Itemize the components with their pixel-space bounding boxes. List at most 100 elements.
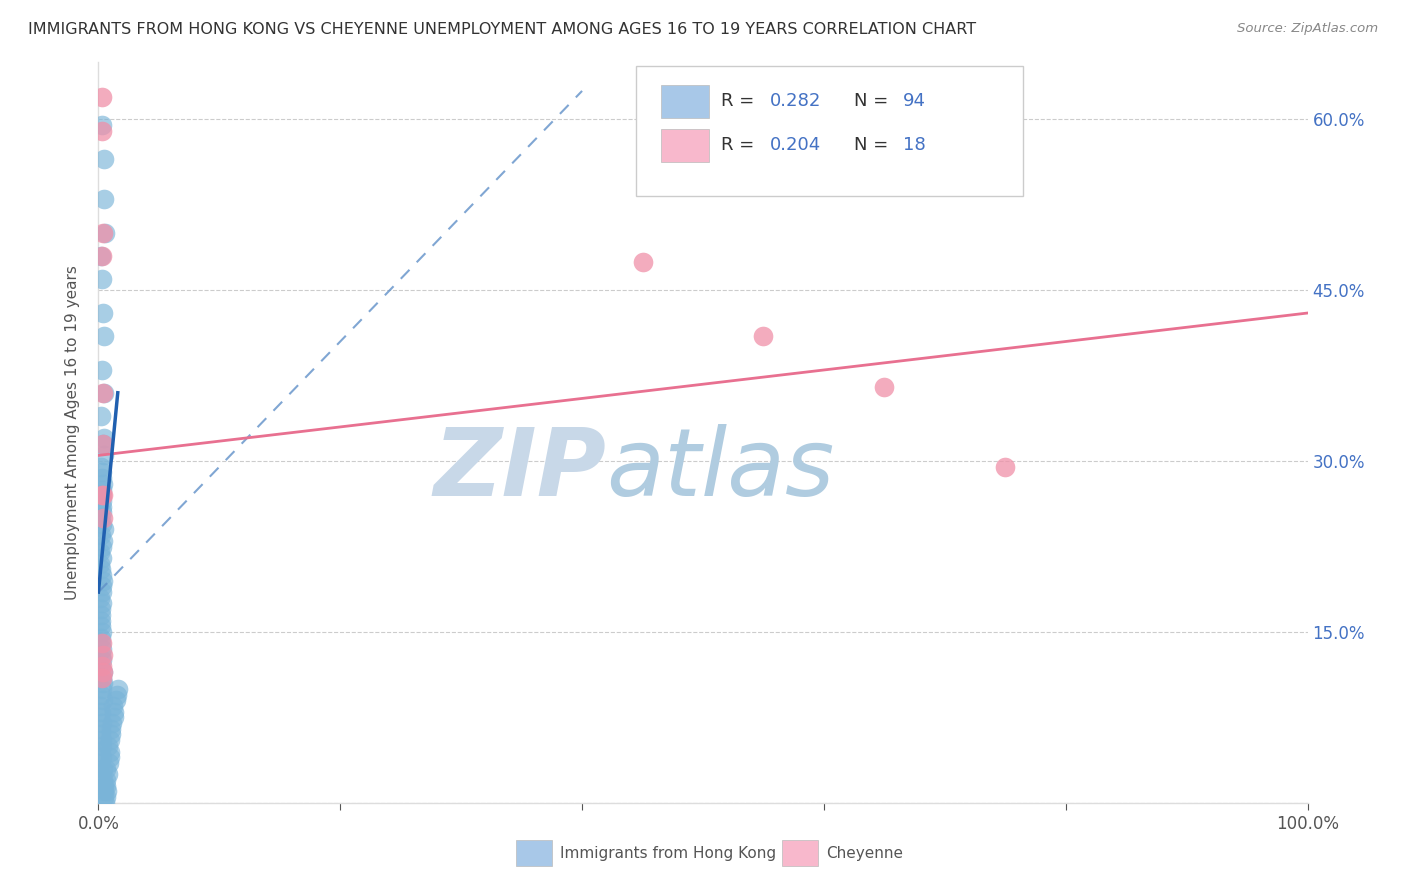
- Point: [93, 779, 115, 793]
- Text: 94: 94: [903, 92, 925, 110]
- Point: [93, 790, 115, 805]
- Point: [91, 533, 114, 548]
- Point: [91, 772, 114, 787]
- Point: [89, 710, 111, 724]
- Point: [100, 727, 122, 741]
- Point: [96, 784, 118, 798]
- Point: [91, 653, 114, 667]
- Point: [90, 118, 112, 132]
- Point: [89, 557, 111, 571]
- Text: Immigrants from Hong Kong: Immigrants from Hong Kong: [561, 846, 776, 861]
- Point: [90, 739, 112, 753]
- Point: [93, 385, 115, 400]
- Point: [89, 488, 111, 502]
- Point: [91, 466, 114, 480]
- Y-axis label: Unemployment Among Ages 16 to 19 years: Unemployment Among Ages 16 to 19 years: [65, 265, 80, 600]
- Point: [90, 562, 112, 576]
- Point: [91, 665, 114, 679]
- Point: [91, 89, 114, 103]
- Point: [107, 681, 129, 696]
- Point: [89, 591, 111, 605]
- Point: [90, 249, 112, 263]
- Point: [103, 705, 125, 719]
- Point: [90, 459, 112, 474]
- Point: [90, 483, 112, 497]
- Point: [91, 437, 114, 451]
- Point: [90, 619, 112, 633]
- Point: [90, 471, 112, 485]
- Point: [93, 192, 115, 206]
- Point: [91, 762, 114, 776]
- Text: ZIP: ZIP: [433, 424, 606, 516]
- Point: [994, 459, 1017, 474]
- Point: [93, 153, 115, 167]
- Point: [93, 328, 115, 343]
- Point: [90, 505, 112, 519]
- Point: [91, 676, 114, 690]
- Point: [90, 727, 112, 741]
- Point: [91, 363, 114, 377]
- Point: [89, 698, 111, 713]
- Point: [96, 779, 118, 793]
- Point: [91, 488, 114, 502]
- Point: [103, 710, 125, 724]
- Point: [91, 385, 114, 400]
- Point: [752, 328, 775, 343]
- Point: [91, 550, 114, 565]
- Point: [90, 585, 112, 599]
- Point: [104, 693, 127, 707]
- Text: 0.204: 0.204: [769, 136, 821, 154]
- FancyBboxPatch shape: [661, 129, 709, 162]
- Point: [90, 681, 112, 696]
- Point: [103, 698, 125, 713]
- Point: [91, 750, 114, 764]
- Text: N =: N =: [855, 136, 894, 154]
- Point: [89, 767, 111, 781]
- Point: [91, 574, 114, 588]
- Point: [90, 624, 112, 639]
- Point: [91, 636, 114, 650]
- Point: [94, 772, 117, 787]
- Point: [91, 597, 114, 611]
- Point: [90, 528, 112, 542]
- Point: [96, 790, 118, 805]
- Point: [90, 648, 112, 662]
- Point: [90, 688, 112, 702]
- Point: [91, 659, 114, 673]
- Point: [93, 227, 115, 241]
- Point: [98, 756, 121, 770]
- Point: [91, 671, 114, 685]
- Point: [91, 665, 114, 679]
- Point: [91, 227, 114, 241]
- Point: [90, 568, 112, 582]
- Text: IMMIGRANTS FROM HONG KONG VS CHEYENNE UNEMPLOYMENT AMONG AGES 16 TO 19 YEARS COR: IMMIGRANTS FROM HONG KONG VS CHEYENNE UN…: [28, 22, 976, 37]
- Point: [90, 642, 112, 657]
- Point: [93, 306, 115, 320]
- Point: [90, 722, 112, 736]
- Point: [91, 494, 114, 508]
- Point: [873, 380, 896, 394]
- Point: [91, 648, 114, 662]
- Point: [90, 602, 112, 616]
- Point: [90, 579, 112, 593]
- Text: 0.282: 0.282: [769, 92, 821, 110]
- Point: [91, 511, 114, 525]
- Point: [631, 254, 654, 268]
- Point: [98, 733, 121, 747]
- Text: N =: N =: [855, 92, 894, 110]
- Point: [91, 124, 114, 138]
- Point: [90, 716, 112, 731]
- Text: 18: 18: [903, 136, 925, 154]
- Text: Source: ZipAtlas.com: Source: ZipAtlas.com: [1237, 22, 1378, 36]
- Point: [94, 796, 117, 810]
- Point: [90, 631, 112, 645]
- Point: [105, 688, 128, 702]
- Point: [90, 671, 112, 685]
- Point: [94, 762, 117, 776]
- Text: R =: R =: [721, 92, 761, 110]
- Point: [90, 733, 112, 747]
- Point: [89, 745, 111, 759]
- Point: [91, 693, 114, 707]
- Point: [93, 523, 115, 537]
- Point: [90, 705, 112, 719]
